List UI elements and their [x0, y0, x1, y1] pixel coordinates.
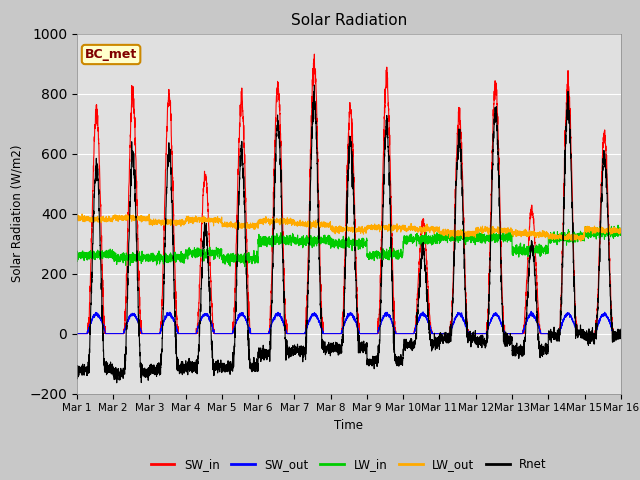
Rnet [171, 307, 179, 313]
Legend: SW_in, SW_out, LW_in, LW_out, Rnet: SW_in, SW_out, LW_in, LW_out, Rnet [146, 454, 552, 476]
Rnet [73, 365, 81, 371]
Line: SW_out: SW_out [77, 312, 621, 334]
X-axis label: Time: Time [334, 419, 364, 432]
Rnet [441, 332, 449, 338]
SW_out [502, 331, 509, 336]
Text: BC_met: BC_met [85, 48, 137, 61]
Line: LW_out: LW_out [77, 214, 621, 241]
SW_in [329, 331, 337, 336]
LW_in [616, 228, 624, 234]
LW_out [73, 215, 81, 220]
SW_out [328, 331, 336, 336]
LW_in [471, 235, 479, 241]
LW_out [329, 227, 337, 232]
LW_in [73, 248, 81, 254]
LW_in [614, 222, 622, 228]
LW_in [329, 238, 337, 243]
SW_out [527, 309, 535, 314]
LW_in [617, 226, 625, 232]
LW_in [441, 233, 449, 239]
Title: Solar Radiation: Solar Radiation [291, 13, 407, 28]
SW_in [441, 331, 449, 336]
LW_out [502, 226, 509, 232]
Rnet [471, 333, 479, 339]
SW_in [310, 51, 318, 57]
SW_in [171, 258, 179, 264]
SW_out [616, 331, 624, 336]
SW_in [617, 331, 625, 336]
Rnet [310, 82, 318, 88]
Line: LW_in: LW_in [77, 225, 621, 267]
SW_out [617, 331, 625, 336]
SW_out [440, 331, 448, 336]
LW_out [171, 220, 179, 226]
LW_out [441, 231, 449, 237]
Rnet [616, 332, 624, 337]
LW_in [502, 237, 509, 242]
Rnet [502, 329, 509, 335]
Rnet [329, 341, 337, 347]
SW_in [616, 331, 624, 336]
LW_out [577, 239, 585, 244]
LW_in [171, 255, 179, 261]
Line: SW_in: SW_in [77, 54, 621, 334]
LW_out [78, 211, 86, 217]
LW_out [471, 232, 479, 238]
SW_in [73, 331, 81, 336]
LW_in [241, 264, 248, 270]
LW_out [616, 229, 624, 235]
SW_in [471, 331, 479, 336]
SW_out [73, 331, 81, 336]
Rnet [113, 380, 120, 385]
Y-axis label: Solar Radiation (W/m2): Solar Radiation (W/m2) [11, 145, 24, 282]
SW_in [502, 331, 509, 336]
SW_out [171, 319, 179, 325]
LW_out [617, 229, 625, 235]
Line: Rnet: Rnet [77, 85, 621, 383]
Rnet [617, 326, 625, 332]
SW_out [471, 331, 479, 336]
